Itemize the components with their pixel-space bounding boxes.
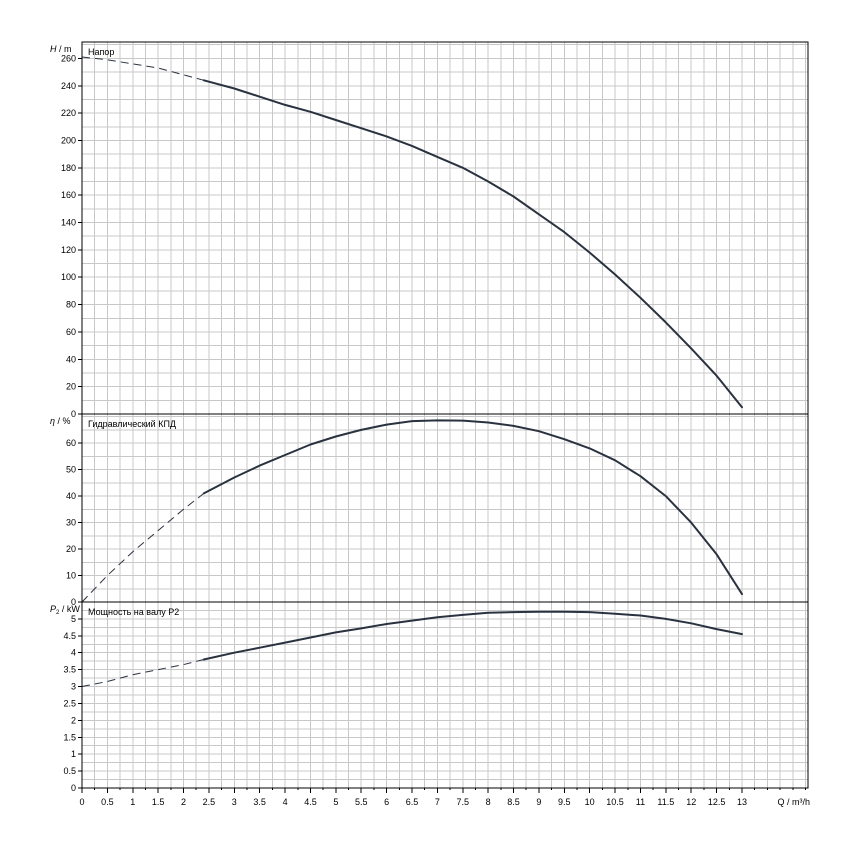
y-axis-label: P2 / kW [50, 604, 80, 616]
y-tick-label: 140 [61, 218, 76, 228]
y-tick-label: 260 [61, 53, 76, 63]
x-tick-label: 9.5 [558, 797, 571, 807]
x-tick-label: 10.5 [606, 797, 624, 807]
y-tick-label: 50 [66, 465, 76, 475]
x-tick-label: 11 [636, 797, 645, 807]
y-tick-label: 10 [66, 571, 76, 581]
y-tick-label: 30 [66, 518, 76, 528]
y-tick-label: 120 [61, 245, 76, 255]
x-tick-label: 1.5 [152, 797, 165, 807]
x-tick-label: 2 [181, 797, 186, 807]
y-tick-label: 240 [61, 81, 76, 91]
x-tick-label: 7 [435, 797, 440, 807]
efficiency-curve-solid [202, 419, 743, 596]
x-tick-label: 3.5 [253, 797, 266, 807]
x-tick-label: 1 [130, 797, 135, 807]
x-tick-label: 0 [79, 797, 84, 807]
x-tick-label: 7.5 [457, 797, 470, 807]
x-axis-label: Q / m³/h [777, 797, 810, 807]
head-curve-solid [202, 79, 743, 409]
y-axis-unit: / kW [59, 604, 80, 614]
y-tick-label: 60 [66, 327, 76, 337]
x-tick-label: 8.5 [507, 797, 520, 807]
y-tick-label: 2 [71, 715, 76, 725]
x-tick-label: 3 [232, 797, 237, 807]
x-tick-label: 5.5 [355, 797, 368, 807]
x-tick-label: 0.5 [101, 797, 114, 807]
head-curve-dashed [81, 56, 204, 81]
y-tick-label: 60 [66, 438, 76, 448]
y-tick-label: 4 [71, 648, 76, 658]
panel-title-power: Мощность на валу P2 [88, 607, 179, 617]
x-tick-label: 8 [486, 797, 491, 807]
y-axis-label: H / m [50, 44, 72, 54]
x-tick-label: 5 [333, 797, 338, 807]
x-tick-label: 9 [536, 797, 541, 807]
y-tick-label: 200 [61, 135, 76, 145]
y-tick-label: 0 [71, 597, 76, 607]
y-axis-symbol: η [50, 416, 55, 426]
y-tick-label: 160 [61, 190, 76, 200]
y-tick-label: 0 [71, 409, 76, 419]
y-tick-label: 80 [66, 300, 76, 310]
y-axis-symbol: H [50, 44, 57, 54]
y-tick-label: 40 [66, 491, 76, 501]
y-axis-subscript: 2 [56, 610, 60, 616]
x-tick-label: 10 [585, 797, 595, 807]
x-tick-label: 12 [686, 797, 696, 807]
x-tick-label: 13 [737, 797, 747, 807]
y-axis-unit: / % [55, 416, 71, 426]
y-tick-label: 3.5 [63, 665, 76, 675]
y-tick-label: 20 [66, 544, 76, 554]
x-tick-label: 6.5 [406, 797, 419, 807]
y-tick-label: 1 [71, 749, 76, 759]
efficiency-curve-dashed [81, 493, 205, 603]
panel-title-head: Напор [88, 47, 114, 57]
x-tick-label: 2.5 [203, 797, 216, 807]
y-tick-label: 5 [71, 614, 76, 624]
y-axis-label: η / % [50, 416, 71, 426]
power-curve-solid [202, 610, 743, 661]
x-tick-label: 11.5 [657, 797, 674, 807]
y-tick-label: 20 [66, 382, 76, 392]
y-tick-label: 4.5 [63, 631, 76, 641]
y-tick-label: 0.5 [63, 766, 76, 776]
y-tick-label: 0 [71, 783, 76, 793]
panel-title-efficiency: Гидравлический КПД [88, 419, 176, 429]
x-tick-label: 6 [384, 797, 389, 807]
y-tick-label: 2.5 [63, 698, 76, 708]
y-tick-label: 40 [66, 354, 76, 364]
y-tick-label: 3 [71, 682, 76, 692]
x-tick-label: 4 [283, 797, 288, 807]
x-tick-label: 12.5 [708, 797, 726, 807]
y-tick-label: 100 [61, 272, 76, 282]
power-curve-dashed [81, 659, 204, 687]
y-tick-label: 1.5 [63, 732, 76, 742]
y-axis-unit: / m [57, 44, 72, 54]
y-tick-label: 180 [61, 163, 76, 173]
y-axis-symbol: P [50, 604, 56, 614]
y-tick-label: 220 [61, 108, 76, 118]
x-tick-label: 4.5 [304, 797, 317, 807]
plot-frame [81, 41, 809, 789]
